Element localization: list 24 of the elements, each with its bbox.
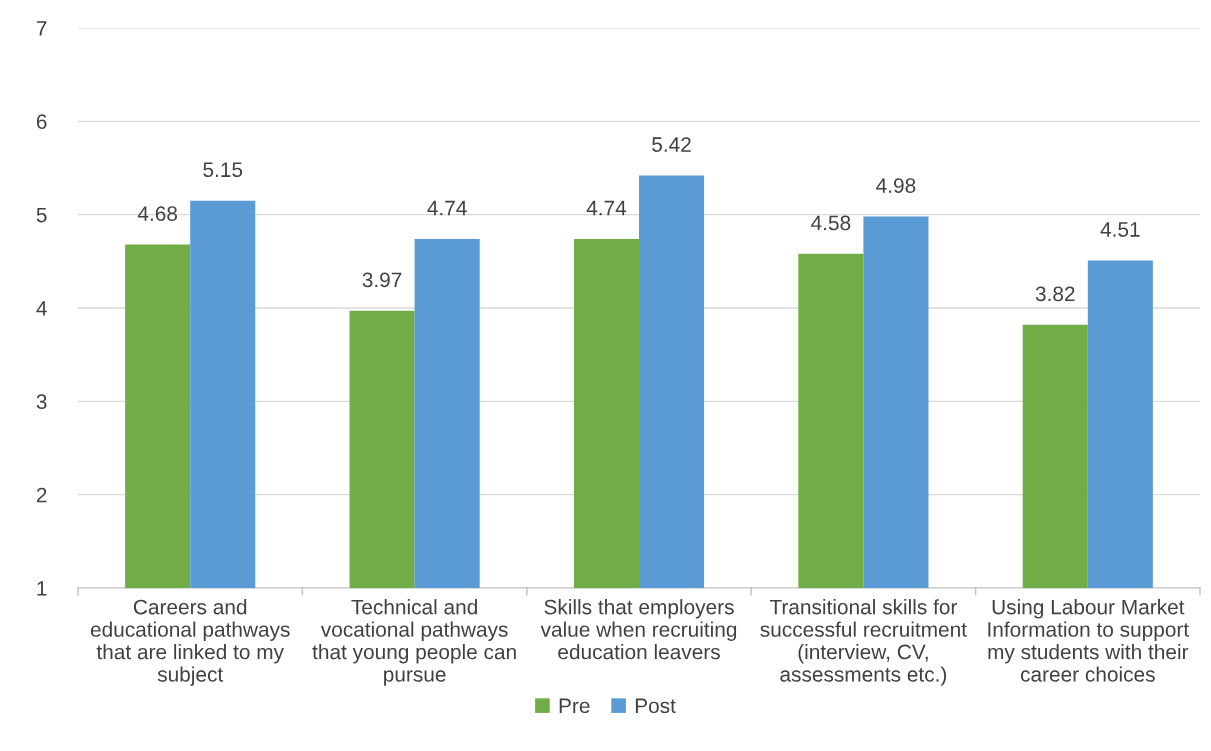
legend-label: Post — [635, 698, 676, 714]
y-tick-label: 4 — [36, 301, 47, 316]
y-tick-label: 2 — [36, 487, 47, 503]
data-label: 4.58 — [811, 215, 851, 231]
legend-label: Pre — [559, 698, 590, 714]
data-label: 4.68 — [137, 206, 178, 221]
x-tick-label: Skills that employers value when recruiting education leavers — [540, 599, 737, 660]
y-tick-label: 3 — [36, 394, 47, 410]
data-label: 4.51 — [1100, 222, 1140, 237]
x-tick-label: Technical and vocational pathways that young people can pursue — [312, 599, 516, 686]
data-label: 4.74 — [427, 200, 467, 216]
data-label: 3.97 — [362, 272, 402, 288]
y-tick-label: 1 — [37, 581, 47, 596]
data-label: 5.15 — [203, 162, 243, 178]
data-label: 4.74 — [586, 200, 627, 216]
data-label: 5.42 — [652, 137, 691, 152]
data-label: 4.98 — [876, 178, 916, 193]
x-tick-label: Transitional skills for successful recruitment (interview, CV, assessments etc.) — [760, 599, 967, 686]
y-tick-label: 7 — [36, 21, 47, 36]
x-tick-label: Careers and educational pathways that are linked to my subject — [90, 599, 290, 686]
y-tick-label: 5 — [36, 207, 47, 223]
x-tick-label: Using Labour Market Information to support my students with their career choices — [988, 599, 1189, 682]
y-tick-label: 6 — [36, 114, 47, 130]
data-label: 3.82 — [1035, 286, 1075, 302]
